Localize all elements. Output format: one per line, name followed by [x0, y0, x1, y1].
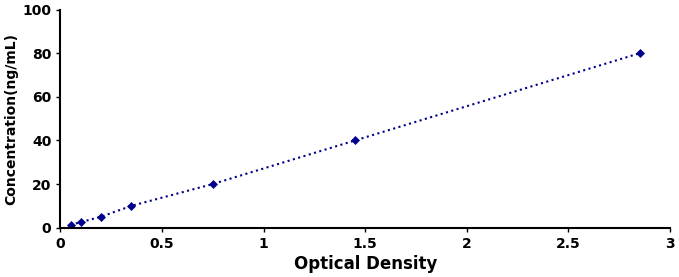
X-axis label: Optical Density: Optical Density — [293, 255, 437, 273]
Y-axis label: Concentration(ng/mL): Concentration(ng/mL) — [4, 33, 18, 205]
